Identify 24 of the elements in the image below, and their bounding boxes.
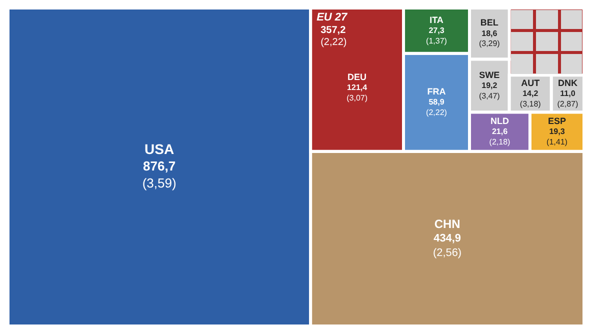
data-label: 357,2 (2,22) xyxy=(320,24,347,48)
category-label: BEL xyxy=(480,18,499,28)
category-label: ESP xyxy=(548,116,566,126)
data-label: 14,2 (3,18) xyxy=(520,88,542,108)
category-label: SWE xyxy=(479,70,500,80)
data-label: 876,7 (3,59) xyxy=(142,158,176,190)
data-label: 21,6 (2,18) xyxy=(489,127,511,146)
data-label: 11,0 (2,87) xyxy=(557,88,578,108)
data-label: 19,3 (1,41) xyxy=(546,127,568,146)
category-label: DNK xyxy=(558,78,578,88)
category-label: USA xyxy=(144,140,174,157)
category-label: FRA xyxy=(427,86,446,96)
data-label: 434,9 (2,56) xyxy=(433,232,462,259)
category-label: EU 27 xyxy=(316,12,348,24)
category-label: CHN xyxy=(434,216,460,231)
category-label: NLD xyxy=(490,116,510,126)
data-label: 19,2 (3,47) xyxy=(478,80,500,100)
category-label: ITA xyxy=(430,14,444,25)
data-label: 121,4 (3,07) xyxy=(346,82,368,102)
category-label: DEU xyxy=(348,72,367,82)
category-label: AUT xyxy=(521,78,540,88)
data-label: 18,6 (3,29) xyxy=(478,28,500,48)
data-label: 58,9 (2,22) xyxy=(426,98,448,118)
data-label: 27,3 (1,37) xyxy=(426,26,448,46)
